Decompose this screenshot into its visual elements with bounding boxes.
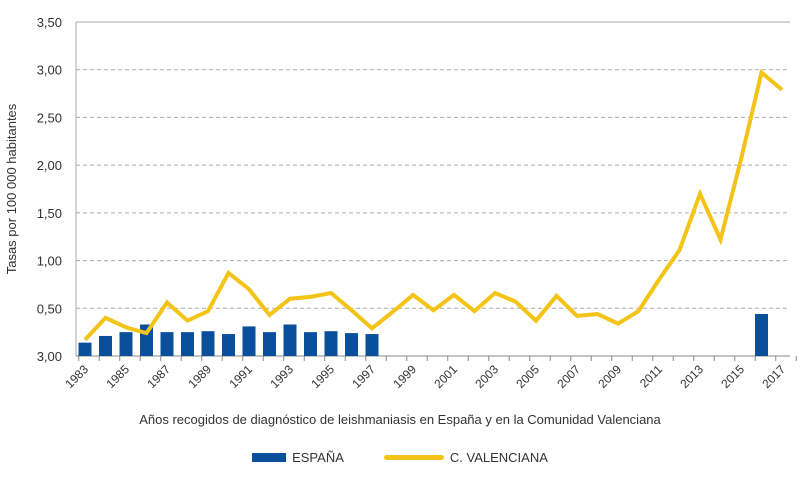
x-tick-label: 2007 [554,362,583,391]
legend-label: ESPAÑA [292,450,344,465]
bar-espana [324,331,338,356]
bar-espana [78,342,92,356]
x-tick-label: 2003 [472,362,501,391]
y-tick-label: 3,00 [37,63,62,78]
y-tick-label: 3,50 [37,15,62,30]
bar-espana [345,333,358,356]
y-tick-label: 3,00 [37,349,62,364]
bar-espana [263,332,276,356]
bar-espana [304,332,317,356]
y-tick-label: 0,50 [37,301,62,316]
x-tick-label: 2009 [595,362,624,391]
bar-espana [242,326,256,356]
legend: ESPAÑA C. VALENCIANA [0,450,800,465]
x-tick-label: 2001 [431,362,460,391]
bar-espana [201,331,215,356]
bar-espana [755,314,768,356]
y-tick-label: 1,50 [37,206,62,221]
x-tick-label: 1997 [349,362,378,391]
legend-item-espana: ESPAÑA [252,450,344,465]
x-tick-label: 2013 [677,362,706,391]
x-tick-label: 1985 [103,362,132,391]
bar-espana [283,324,297,356]
bar-espana [160,332,174,356]
bar-espana [222,334,235,356]
line-c-valenciana [83,68,784,342]
y-axis-label: Tasas por 100 000 habitantes [4,103,19,274]
x-tick-label: 2005 [513,362,542,391]
y-tick-label: 1,00 [37,254,62,269]
bar-espana [365,334,379,356]
bar-espana [99,335,112,356]
legend-swatch-bar [252,453,287,462]
x-tick-label: 2015 [718,362,747,391]
y-tick-label: 2,00 [37,158,62,173]
x-tick-label: 1989 [185,362,214,391]
x-tick-label: 1995 [308,362,337,391]
legend-swatch-line [383,455,444,460]
legend-item-valenciana: C. VALENCIANA [383,450,548,465]
x-tick-label: 1993 [267,362,296,391]
x-tick-label: 1987 [144,362,173,391]
bar-espana [181,332,194,356]
x-tick-label: 1983 [62,362,91,391]
legend-label: C. VALENCIANA [449,450,548,465]
bar-espana [119,332,133,356]
x-tick-label: 1991 [226,362,255,391]
y-tick-label: 2,50 [37,110,62,125]
x-tick-label: 2017 [759,362,788,391]
chart-plot: 3,00 0,50 1,00 1,50 2,00 2,50 3,00 3,50 1983 1985… [4,15,797,391]
x-tick-label: 1999 [390,362,419,391]
x-tick-label: 2011 [637,362,665,390]
x-axis-label: Años recogidos de diagnóstico de leishma… [139,412,661,427]
